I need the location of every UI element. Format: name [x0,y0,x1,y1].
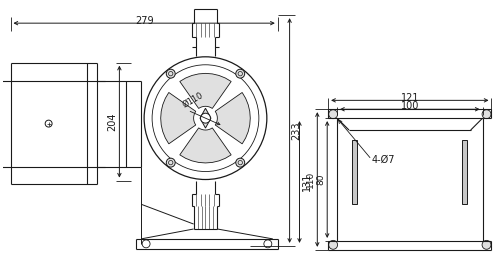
Circle shape [482,110,491,119]
Circle shape [166,69,175,78]
Text: 131: 131 [301,173,311,191]
Text: Ø110: Ø110 [181,91,205,110]
Polygon shape [160,92,196,144]
Circle shape [166,158,175,167]
Bar [353,140,358,204]
Text: 204: 204 [108,112,117,131]
Polygon shape [215,92,250,144]
Text: 100: 100 [401,101,419,111]
Circle shape [236,158,244,167]
Text: 233: 233 [292,121,302,140]
Circle shape [482,240,491,249]
Polygon shape [180,73,231,108]
Polygon shape [180,128,231,163]
Text: 279: 279 [135,16,153,26]
Circle shape [201,113,210,123]
Circle shape [328,110,338,119]
Circle shape [236,69,244,78]
Text: 80: 80 [316,174,325,185]
Polygon shape [200,108,211,128]
Bar [462,140,467,204]
Text: 4-Ø7: 4-Ø7 [372,155,395,165]
Text: 110: 110 [306,171,315,188]
Circle shape [328,240,338,249]
Text: 121: 121 [400,93,419,103]
